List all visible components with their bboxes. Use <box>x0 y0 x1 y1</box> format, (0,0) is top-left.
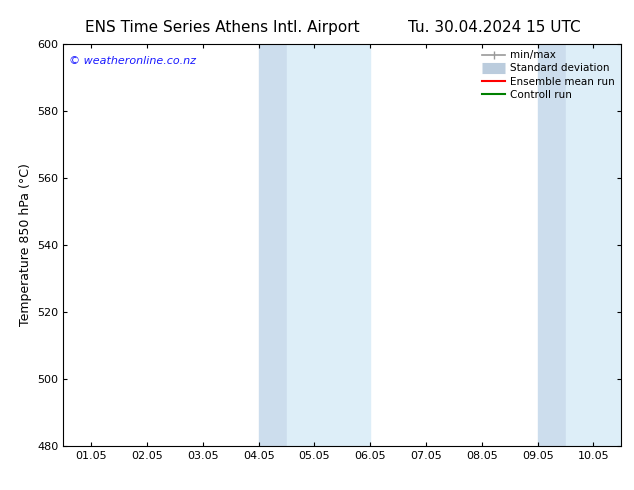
Bar <box>538 44 566 446</box>
Bar <box>566 44 621 446</box>
Text: Tu. 30.04.2024 15 UTC: Tu. 30.04.2024 15 UTC <box>408 20 581 35</box>
Bar <box>259 44 287 446</box>
Text: ENS Time Series Athens Intl. Airport: ENS Time Series Athens Intl. Airport <box>84 20 359 35</box>
Text: © weatheronline.co.nz: © weatheronline.co.nz <box>69 56 196 66</box>
Legend: min/max, Standard deviation, Ensemble mean run, Controll run: min/max, Standard deviation, Ensemble me… <box>478 46 619 104</box>
Y-axis label: Temperature 850 hPa (°C): Temperature 850 hPa (°C) <box>19 164 32 326</box>
Bar <box>287 44 370 446</box>
